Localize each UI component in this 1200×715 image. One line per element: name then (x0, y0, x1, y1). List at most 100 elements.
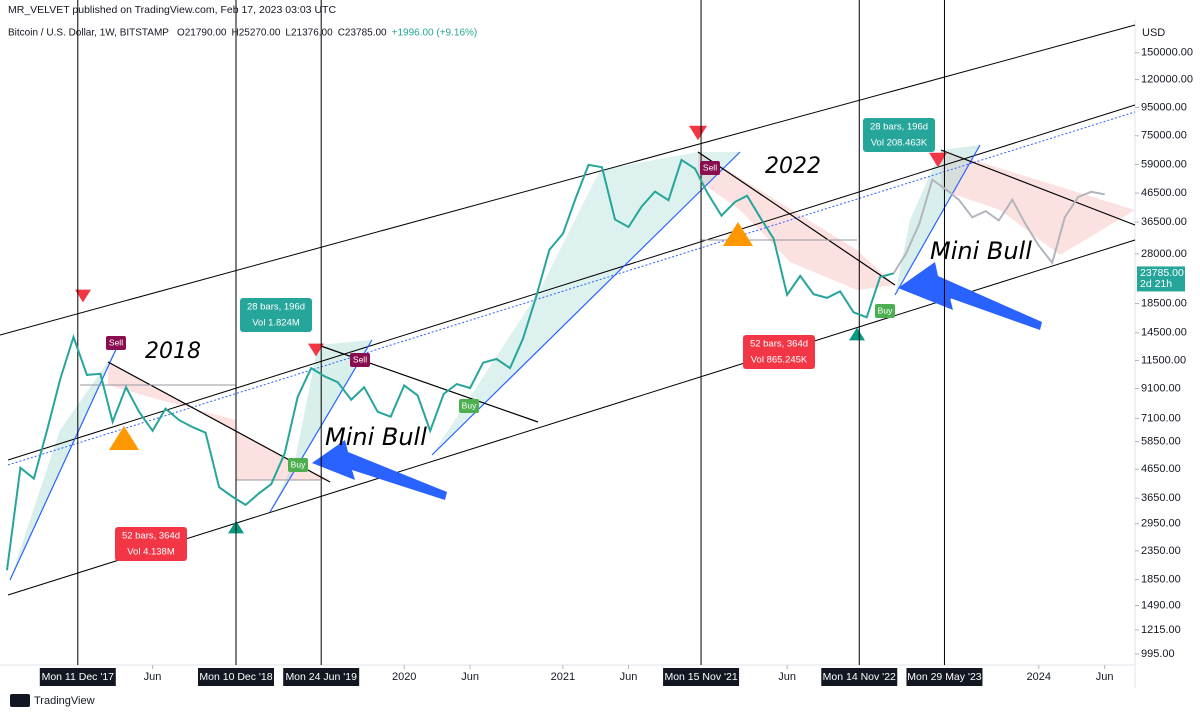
loss-zone (698, 152, 895, 290)
annotation: 2022 (765, 154, 821, 179)
downtrend-line (697, 151, 896, 286)
range-box-text: 52 bars, 364d (122, 531, 180, 542)
event-label-bg (198, 668, 275, 686)
range-box (240, 298, 312, 332)
range-box-text: 52 bars, 364d (750, 339, 808, 350)
pointer-arrow (312, 440, 447, 500)
y-tick-label: 5850.00 (1141, 435, 1181, 447)
bottom-marker (849, 327, 865, 341)
signal-label: Sell (703, 162, 717, 172)
event-label: Mon 24 Jun '19 (285, 671, 357, 683)
range-box-text: Vol 865.245K (751, 355, 808, 366)
last-price: 23785.00 (1140, 267, 1184, 279)
y-tick-label: 95000.00 (1141, 101, 1187, 113)
signal-label: Buy (462, 400, 477, 410)
top-marker (75, 289, 91, 303)
price-line (892, 178, 1105, 274)
range-box (863, 118, 935, 152)
event-label-bg (906, 668, 983, 686)
channel-midline (7, 111, 1136, 466)
x-tick-label: Jun (778, 671, 796, 683)
signal-badge (700, 161, 720, 175)
signal-badge (288, 458, 308, 472)
y-tick-label: 14500.00 (1141, 327, 1187, 339)
loss-zone (108, 362, 330, 480)
ohlc-value: H25270.00 (231, 28, 280, 39)
overlays: 2018 2022 Mini Bull Mini Bull Sell Sell Sell Bu… (106, 118, 1032, 561)
top-marker (308, 343, 324, 357)
event-label: Mon 10 Dec '18 (199, 671, 272, 683)
pivot-marker (723, 222, 753, 246)
loss-zone (941, 150, 1135, 255)
y-tick-label: 150000.00 (1141, 47, 1193, 59)
top-marker (929, 152, 947, 168)
uptrend-line (894, 144, 981, 296)
event-label-bg (283, 668, 360, 686)
annotation: 2018 (145, 339, 201, 364)
event-label-bg (663, 668, 740, 686)
y-tick-label: 1490.00 (1141, 599, 1181, 611)
signal-badge (106, 336, 126, 350)
event-label-bg (821, 668, 898, 686)
signal-label: Buy (291, 459, 306, 469)
channel-line (7, 104, 1136, 461)
last-price-bg (1137, 266, 1185, 292)
tv-logo (10, 694, 30, 707)
x-tick-label: 2021 (551, 671, 575, 683)
drawings (0, 0, 1136, 665)
y-tick-label: 1850.00 (1141, 574, 1181, 586)
event-label: Mon 14 Nov '22 (823, 671, 896, 683)
range-box-text: Vol 208.463K (871, 138, 928, 149)
y-tick-label: 120000.00 (1141, 73, 1193, 85)
event-label: Mon 11 Dec '17 (42, 671, 115, 683)
y-tick-label: 7100.00 (1141, 412, 1181, 424)
signal-label: Sell (353, 354, 367, 364)
y-tick-label: 2350.00 (1141, 545, 1181, 557)
annotation: Mini Bull (930, 237, 1032, 265)
range-box-text: 28 bars, 196d (247, 302, 305, 313)
y-tick-label: 28000.00 (1141, 248, 1187, 260)
publish-header: MR_VELVET published on TradingView.com, … (8, 4, 336, 16)
x-tick-label: 2020 (392, 671, 416, 683)
ohlc-value: L21376.00 (285, 28, 333, 39)
x-tick-label: Jun (461, 671, 479, 683)
bar-countdown: 2d 21h (1140, 278, 1172, 290)
pointer-arrow (898, 262, 1042, 330)
event-label-bg (39, 668, 116, 686)
price-line (6, 158, 894, 571)
y-tick-label: 995.00 (1141, 648, 1175, 660)
downtrend-line (940, 149, 1136, 226)
y-tick-label: 1215.00 (1141, 624, 1181, 636)
signal-badge (875, 304, 895, 318)
x-tick-label: Jun (1096, 671, 1114, 683)
ohlc-value: +1996.00 (+9.16%) (392, 28, 478, 39)
y-tick-label: 46500.00 (1141, 187, 1187, 199)
range-box (743, 335, 815, 369)
y-tick-label: 4650.00 (1141, 463, 1181, 475)
top-marker (689, 125, 707, 141)
y-tick-label: 3650.00 (1141, 492, 1181, 504)
channel-line (0, 24, 1136, 336)
uptrend-line (9, 344, 119, 581)
symbol-title: Bitcoin / U.S. Dollar, 1W, BITSTAMP (8, 28, 169, 39)
range-box-text: Vol 4.138M (127, 547, 175, 558)
y-tick-label: 11500.00 (1141, 354, 1186, 366)
event-label: Mon 29 May '23 (907, 671, 982, 683)
plot (6, 158, 1105, 571)
x-tick-label: 2024 (1027, 671, 1051, 683)
range-box-text: Vol 1.824M (252, 318, 300, 329)
range-box (115, 527, 187, 561)
x-tick-label: Jun (144, 671, 162, 683)
range-box-text: 28 bars, 196d (870, 122, 928, 133)
annotation: Mini Bull (325, 423, 427, 451)
uptrend-line (431, 151, 741, 456)
pivot-marker (109, 426, 139, 450)
ohlc-value: O21790.00 (177, 28, 227, 39)
y-tick-label: 75000.00 (1141, 130, 1187, 142)
y-tick-label: 9100.00 (1141, 383, 1181, 395)
y-tick-label: 36500.00 (1141, 216, 1187, 228)
